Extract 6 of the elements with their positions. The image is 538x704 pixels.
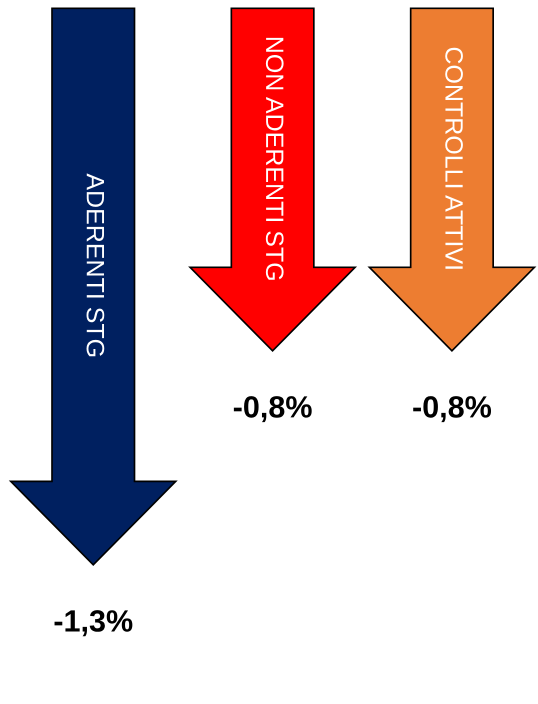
data-label: -0,8% [413,396,492,422]
x-tick-label: NON ADERENTI STG [266,38,284,280]
data-label: -1,3% [54,610,132,636]
x-tick-label: ADERENTI STG [86,173,104,356]
x-tick-label: CONTROLLI ATTIVI [445,48,463,269]
data-label: -0,8% [234,396,312,422]
